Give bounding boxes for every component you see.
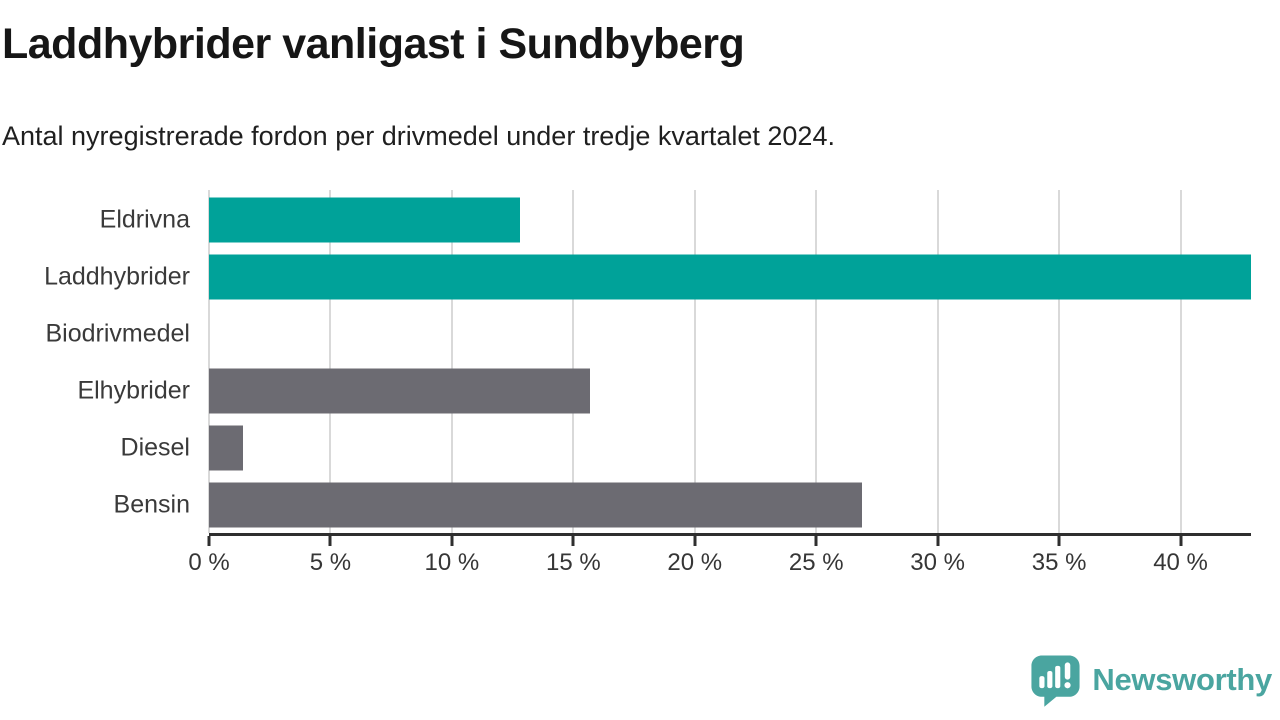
gridline (329, 190, 332, 533)
gridline (936, 190, 939, 533)
axis-tick-label: 5 % (309, 549, 352, 576)
plot-area: Eldrivna Laddhybrider Biodrivmedel Elhybrid… (44, 190, 1251, 533)
bar-bensin (209, 482, 863, 528)
axis-tick-label: 35 % (1031, 549, 1087, 576)
category-label: Diesel (120, 433, 190, 462)
axis-tick (1179, 536, 1183, 546)
chart-row: Eldrivna (100, 192, 1251, 249)
axis-tick (693, 536, 697, 546)
axis-tick (814, 536, 818, 546)
gridline (1179, 190, 1182, 533)
mini-bar-3 (1055, 665, 1061, 689)
chart-row: Bensin (114, 476, 1251, 533)
chart-row: Elhybrider (77, 362, 1251, 419)
axis-tick-label: 25 % (788, 549, 844, 576)
category-label: Bensin (113, 490, 190, 519)
category-label: Elhybrider (77, 376, 190, 405)
axis-tick (936, 536, 940, 546)
chart-row: Biodrivmedel (45, 306, 1251, 363)
chart-title: Laddhybrider vanligast i Sundbyberg (2, 20, 745, 68)
axis-tick-label: 0 % (188, 549, 230, 576)
newsworthy-wordmark: Newsworthy (1092, 662, 1272, 697)
chart-subtitle: Antal nyregistrerade fordon per drivmede… (2, 121, 835, 151)
axis-tick-label: 30 % (910, 549, 966, 576)
axis-tick (450, 536, 454, 546)
bar-rows: Eldrivna Laddhybrider Biodrivmedel Elhybrid… (44, 192, 1251, 533)
gridline (815, 190, 818, 533)
gridline (572, 190, 575, 533)
axis-tick-label: 20 % (667, 549, 723, 576)
axis-tick-label: 15 % (545, 549, 601, 576)
newsworthy-bubble-icon (1031, 655, 1080, 707)
axis-tick-label: 40 % (1153, 549, 1208, 576)
mini-bar-2 (1047, 670, 1053, 689)
mini-bar-1 (1039, 676, 1045, 689)
axis-tick (1057, 536, 1061, 546)
newsworthy-logo: Newsworthy (1028, 652, 1272, 708)
gridline (1058, 190, 1061, 533)
category-label: Biodrivmedel (45, 319, 190, 348)
exclamation-dot (1064, 682, 1072, 689)
category-label: Eldrivna (99, 205, 190, 234)
axis-tick (328, 536, 332, 546)
gridline (450, 190, 453, 533)
gridline (208, 190, 210, 533)
bar-laddhybrider (209, 254, 1251, 300)
chart-row: Laddhybrider (44, 249, 1251, 306)
category-label: Laddhybrider (44, 262, 190, 291)
x-axis: 0 % 5 % 10 % 15 % 20 % 25 % 30 % 35 % 40 % (188, 533, 1251, 576)
gridline (693, 190, 696, 533)
chart-row: Diesel (121, 419, 1251, 476)
axis-tick (207, 536, 211, 546)
axis-tick (571, 536, 575, 546)
bar-diesel (209, 425, 243, 471)
axis-tick-label: 10 % (424, 549, 480, 576)
exclamation-stem (1065, 662, 1071, 680)
bar-elhybrider (209, 368, 591, 414)
bar-eldrivna (209, 197, 520, 243)
